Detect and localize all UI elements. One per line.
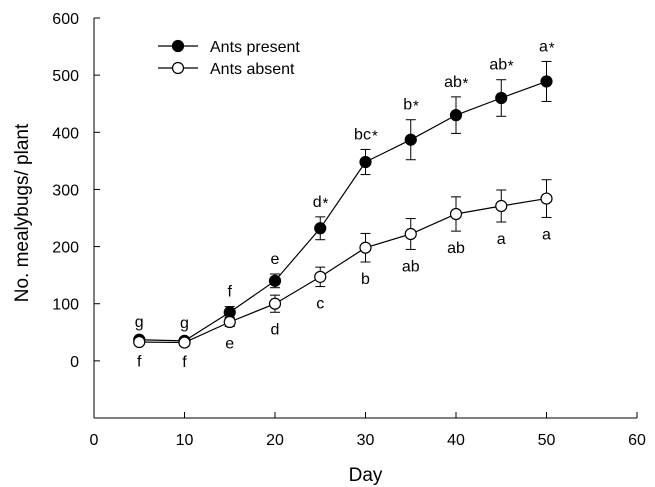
y-tick-label: 300 — [52, 182, 79, 199]
data-point-ants-absent — [540, 192, 553, 205]
data-point-ants-present — [495, 91, 508, 105]
significance-letter-ants-absent: ab — [402, 258, 420, 275]
series-layer — [133, 60, 553, 349]
data-point-ants-present — [359, 155, 372, 169]
significance-letter-ants-present: d — [313, 194, 322, 211]
significance-letter-ants-absent: e — [225, 336, 234, 353]
x-tick-label: 50 — [538, 432, 556, 449]
data-point-ants-present — [268, 274, 282, 287]
significance-letter-ants-present: e — [271, 251, 280, 268]
significance-star: * — [549, 39, 555, 56]
legend-entry-ants-absent: Ants absent — [158, 61, 295, 78]
series-line-ants-present — [139, 80, 547, 342]
significance-letter-ants-present: f — [228, 284, 233, 301]
significance-letter-ants-absent: f — [182, 354, 187, 371]
data-point-ants-absent — [359, 241, 372, 254]
significance-letter-ants-present: g — [135, 314, 144, 331]
significance-star: * — [463, 75, 469, 92]
x-tick-label: 30 — [357, 432, 375, 449]
axes: 0 100 200 300 400 500 600 0 10 20 30 40 50 60 — [52, 11, 646, 449]
significance-letter-ants-present: ab — [444, 74, 462, 91]
data-point-ants-present — [540, 75, 553, 88]
data-point-ants-absent — [449, 207, 463, 221]
x-axis-title: Day — [349, 465, 383, 486]
significance-star: * — [413, 98, 419, 115]
data-point-ants-present — [404, 133, 417, 146]
data-point-ants-present — [449, 109, 463, 122]
legend-marker — [171, 39, 185, 53]
y-axis-title: No. mealybugs/ plant — [12, 123, 33, 302]
significance-letter-ants-present: bc — [354, 126, 371, 143]
series-line-ants-absent — [139, 197, 547, 344]
x-tick-label: 60 — [628, 432, 646, 449]
data-point-ants-absent — [404, 227, 417, 241]
y-tick-label: 100 — [52, 297, 79, 314]
legend-marker — [171, 61, 185, 75]
series-ants-present — [133, 60, 553, 347]
y-tick-label: 400 — [52, 125, 79, 142]
significance-star: * — [372, 127, 378, 144]
significance-letter-ants-absent: c — [316, 296, 324, 313]
significance-letter-ants-absent: a — [542, 226, 551, 243]
significance-letter-ants-absent: a — [497, 231, 506, 248]
y-tick-label: 200 — [52, 240, 79, 257]
significance-letter-ants-present: g — [180, 315, 189, 332]
significance-letter-ants-present: a — [539, 38, 548, 55]
x-tick-label: 40 — [447, 432, 465, 449]
data-point-ants-absent — [178, 336, 191, 349]
data-point-ants-absent — [133, 335, 146, 349]
data-point-ants-absent — [268, 297, 282, 310]
significance-letter-ants-absent: b — [361, 271, 370, 288]
y-tick-label: 0 — [70, 354, 79, 371]
legend-label: Ants absent — [210, 61, 295, 78]
y-tick-label: 500 — [52, 68, 79, 85]
significance-letter-ants-present: b — [403, 97, 412, 114]
data-point-ants-present — [314, 222, 327, 235]
series-ants-absent — [133, 179, 553, 349]
significance-star: * — [508, 58, 514, 75]
x-tick-label: 20 — [266, 432, 284, 449]
significance-letter-ants-present: ab — [489, 57, 507, 74]
x-tick-label: 0 — [90, 432, 99, 449]
data-point-ants-absent — [495, 199, 508, 213]
significance-letter-ants-absent: d — [271, 321, 280, 338]
significance-letter-ants-absent: ab — [447, 240, 465, 257]
legend-entry-ants-present: Ants present — [158, 39, 300, 56]
data-point-ants-absent — [223, 315, 236, 329]
y-tick-label: 600 — [52, 11, 79, 28]
legend: Ants present Ants absent — [158, 39, 300, 78]
significance-star: * — [323, 195, 329, 212]
significance-letter-ants-absent: f — [137, 353, 142, 370]
legend-label: Ants present — [210, 39, 300, 56]
data-point-ants-absent — [314, 270, 327, 283]
x-tick-label: 10 — [176, 432, 194, 449]
